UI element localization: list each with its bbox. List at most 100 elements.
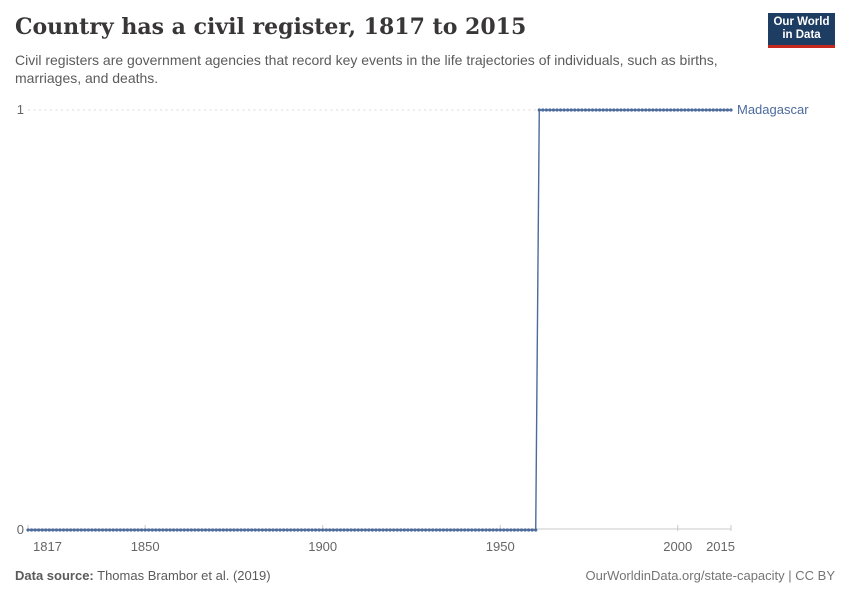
- data-point: [171, 528, 176, 532]
- x-tick-label: 1850: [131, 539, 160, 554]
- data-point: [218, 528, 222, 532]
- data-point: [566, 108, 570, 112]
- data-source-label: Data source:: [15, 568, 94, 583]
- data-point: [395, 528, 399, 532]
- x-axis-labels: 1817 1850 1900 1950 2000 2015: [33, 539, 735, 554]
- data-point: [100, 528, 105, 532]
- footer-credit-link[interactable]: OurWorldinData.org/state-capacity | CC B…: [585, 568, 835, 583]
- data-point: [289, 528, 293, 532]
- data-point: [370, 528, 374, 532]
- owid-logo-line1: Our World: [773, 16, 830, 28]
- data-point: [590, 108, 595, 112]
- data-point: [250, 528, 254, 532]
- data-point: [569, 108, 573, 112]
- data-point: [356, 528, 360, 532]
- data-point: [104, 528, 108, 532]
- data-point: [54, 528, 59, 532]
- data-point: [583, 108, 588, 112]
- data-point: [686, 108, 690, 112]
- data-point: [626, 108, 630, 112]
- data-point: [292, 528, 296, 532]
- data-point: [313, 528, 318, 532]
- data-point: [61, 528, 66, 532]
- data-source-link[interactable]: Thomas Brambor et al. (2019): [97, 568, 271, 583]
- data-point: [534, 528, 538, 532]
- data-point: [324, 528, 328, 532]
- data-point: [594, 108, 598, 112]
- data-point: [260, 528, 264, 532]
- data-point: [672, 108, 676, 112]
- data-point: [51, 528, 55, 532]
- series-line-madagascar[interactable]: [26, 108, 733, 532]
- data-point: [207, 528, 211, 532]
- data-point: [392, 528, 396, 532]
- data-point: [118, 528, 122, 532]
- data-point: [29, 528, 34, 532]
- data-point: [434, 528, 438, 532]
- data-point: [310, 528, 314, 532]
- data-point: [523, 528, 527, 532]
- data-point: [658, 108, 662, 112]
- data-point: [211, 528, 215, 532]
- owid-logo[interactable]: Our World in Data: [768, 13, 835, 48]
- data-point: [317, 528, 321, 532]
- data-point: [612, 108, 616, 112]
- data-point: [108, 528, 112, 532]
- data-source: Data source: Thomas Brambor et al. (2019…: [15, 568, 271, 583]
- data-point: [193, 528, 197, 532]
- data-point: [633, 108, 637, 112]
- data-point: [729, 108, 733, 112]
- data-point: [484, 528, 488, 532]
- data-point: [708, 108, 712, 112]
- data-point: [331, 528, 335, 532]
- data-point: [164, 528, 169, 532]
- data-point: [214, 528, 218, 532]
- data-point: [97, 528, 101, 532]
- data-point: [257, 528, 261, 532]
- data-point: [93, 528, 98, 532]
- x-tick-label: 1900: [308, 539, 337, 554]
- data-point: [615, 108, 619, 112]
- data-point: [299, 528, 303, 532]
- data-point: [232, 528, 236, 532]
- data-point: [221, 528, 225, 532]
- data-point: [431, 528, 435, 532]
- y-axis-labels: 1 0: [17, 102, 24, 537]
- data-point: [143, 528, 147, 532]
- data-point: [704, 108, 708, 112]
- series-label-madagascar[interactable]: Madagascar: [737, 102, 809, 117]
- x-tick-label: 2015: [706, 539, 735, 554]
- data-point: [253, 528, 257, 532]
- data-point: [413, 528, 417, 532]
- data-point: [661, 108, 666, 112]
- data-point: [679, 108, 683, 112]
- data-point: [519, 528, 524, 532]
- data-point: [438, 528, 442, 532]
- data-point: [516, 528, 520, 532]
- data-point: [196, 528, 201, 532]
- data-point: [558, 108, 563, 112]
- data-point: [147, 528, 151, 532]
- data-point: [321, 528, 325, 532]
- data-point: [619, 108, 623, 112]
- data-point: [161, 528, 165, 532]
- data-point: [576, 108, 580, 112]
- data-point: [86, 528, 90, 532]
- data-point: [150, 528, 154, 532]
- data-point: [470, 528, 474, 532]
- data-point: [495, 528, 499, 532]
- data-point: [125, 528, 130, 532]
- data-point: [697, 108, 701, 112]
- data-point: [44, 528, 48, 532]
- data-point: [665, 108, 669, 112]
- data-point: [200, 528, 204, 532]
- data-point: [509, 528, 513, 532]
- series-dots: [26, 108, 733, 532]
- data-point: [537, 108, 541, 112]
- data-point: [79, 528, 83, 532]
- y-tick-label-1: 1: [17, 102, 24, 117]
- data-point: [328, 528, 332, 532]
- data-point: [551, 108, 556, 112]
